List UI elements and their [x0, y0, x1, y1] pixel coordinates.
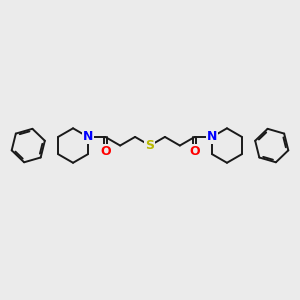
- Text: N: N: [207, 130, 217, 143]
- Text: O: O: [190, 145, 200, 158]
- Text: N: N: [83, 130, 93, 143]
- Text: S: S: [146, 139, 154, 152]
- Text: O: O: [100, 145, 110, 158]
